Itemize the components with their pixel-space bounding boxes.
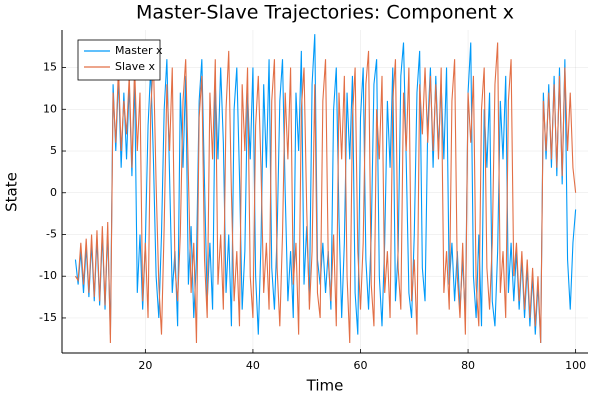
x-tick-label: 60 [353,359,367,372]
x-tick-label: 20 [138,359,152,372]
x-tick-label: 80 [461,359,475,372]
data-line [74,42,577,344]
x-axis-label: Time [306,377,344,395]
y-tick-label: 10 [43,102,57,115]
y-tick-label: 15 [43,61,57,74]
legend-text: Slave x [115,60,156,73]
y-tick-label: 5 [50,144,57,157]
y-tick-label: -10 [39,269,57,282]
chart-title: Master-Slave Trajectories: Component x [136,2,514,24]
y-tick-label: -5 [46,227,57,240]
y-tick-label: -15 [39,311,57,324]
x-tick-label: 100 [565,359,586,372]
legend-box [77,39,161,81]
y-axis-label: State [3,172,21,212]
data-line [74,34,577,344]
legend-text: Master x [115,44,163,57]
y-tick-label: 0 [50,186,57,199]
x-tick-label: 40 [246,359,260,372]
